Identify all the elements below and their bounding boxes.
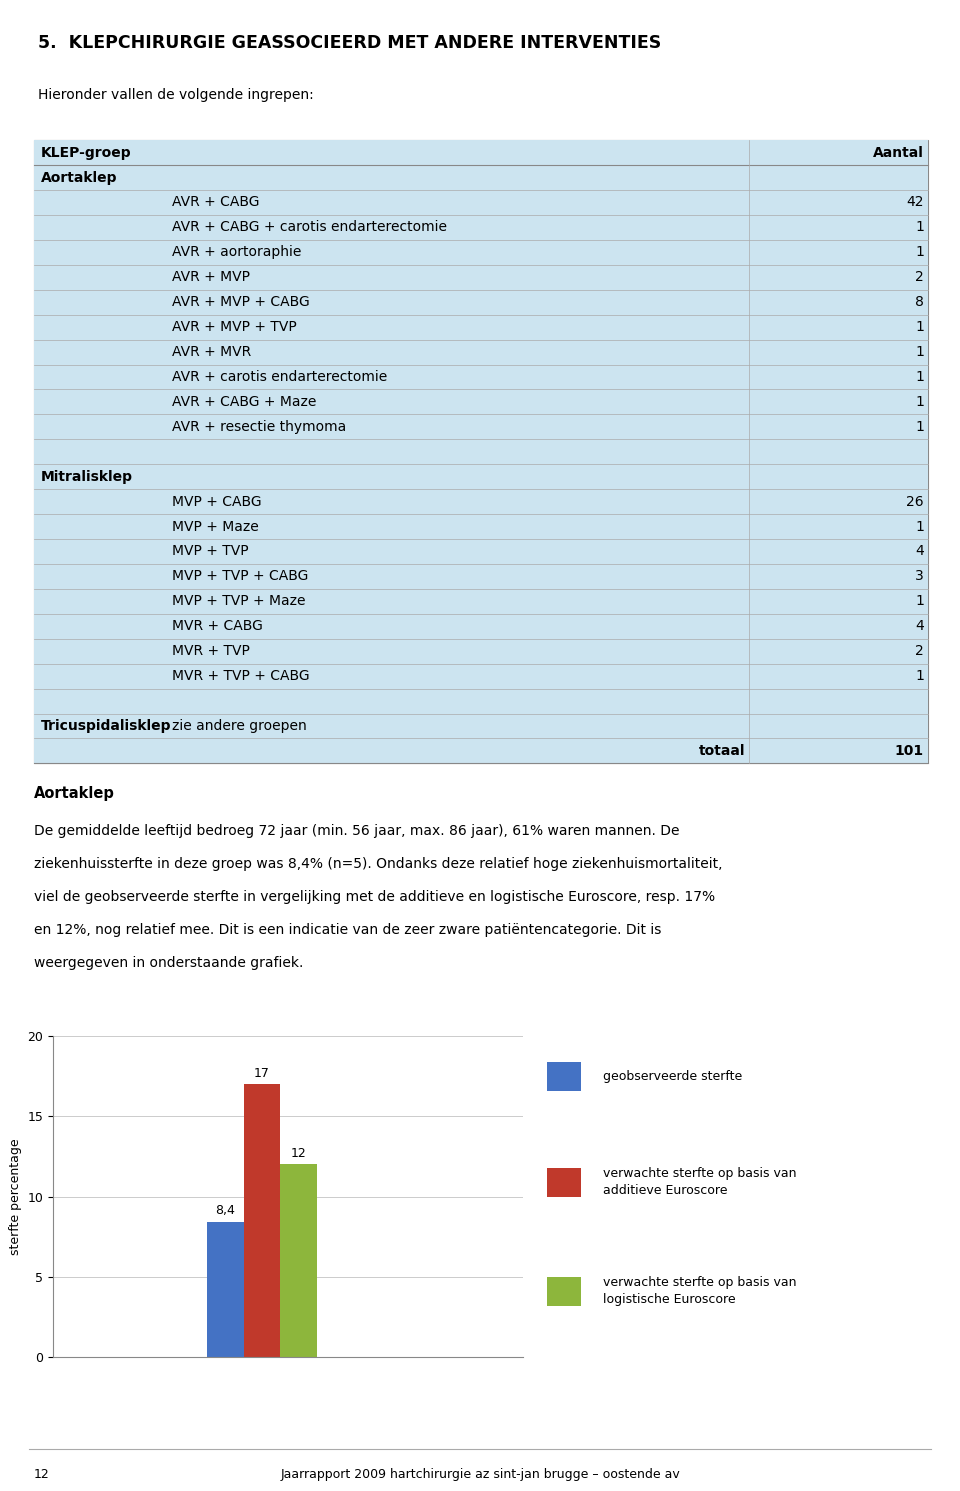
Text: MVP + TVP + Maze: MVP + TVP + Maze: [172, 595, 306, 608]
Bar: [34, 689, 928, 714]
Text: MVR + TVP: MVR + TVP: [172, 644, 251, 658]
Text: KLEP-groep: KLEP-groep: [40, 146, 132, 160]
Text: MVR + CABG: MVR + CABG: [172, 619, 263, 634]
Text: 2: 2: [915, 644, 924, 658]
Text: MVP + CABG: MVP + CABG: [172, 495, 262, 508]
Bar: [34, 140, 928, 166]
Bar: [547, 1167, 581, 1196]
Bar: [34, 540, 928, 564]
Text: Aantal: Aantal: [873, 146, 924, 160]
Bar: [34, 289, 928, 315]
Bar: [34, 738, 928, 763]
Text: Jaarrapport 2009 hartchirurgie az sint-jan brugge – oostende av: Jaarrapport 2009 hartchirurgie az sint-j…: [280, 1467, 680, 1481]
Bar: [34, 215, 928, 240]
Bar: [547, 1276, 581, 1306]
Text: 1: 1: [915, 395, 924, 409]
Text: weergegeven in onderstaande grafiek.: weergegeven in onderstaande grafiek.: [34, 956, 303, 971]
Text: 26: 26: [906, 495, 924, 508]
Bar: [34, 589, 928, 614]
Text: 1: 1: [915, 370, 924, 385]
Text: en 12%, nog relatief mee. Dit is een indicatie van de zeer zware patiëntencatego: en 12%, nog relatief mee. Dit is een ind…: [34, 923, 661, 936]
Bar: [34, 489, 928, 514]
Text: Aortaklep: Aortaklep: [34, 786, 114, 801]
Bar: [34, 364, 928, 389]
Text: 1: 1: [915, 420, 924, 434]
Bar: [34, 166, 928, 189]
Text: verwachte sterfte op basis van
logistische Euroscore: verwachte sterfte op basis van logistisc…: [603, 1276, 797, 1306]
Text: AVR + CABG + Maze: AVR + CABG + Maze: [172, 395, 317, 409]
Bar: [34, 514, 928, 540]
Text: AVR + CABG: AVR + CABG: [172, 195, 260, 209]
Text: AVR + MVP + CABG: AVR + MVP + CABG: [172, 295, 310, 309]
Text: 101: 101: [895, 744, 924, 757]
Text: ziekenhuissterfte in deze groep was 8,4% (n=5). Ondanks deze relatief hoge zieke: ziekenhuissterfte in deze groep was 8,4%…: [34, 857, 722, 871]
Bar: [34, 189, 928, 215]
Text: 12: 12: [291, 1147, 306, 1160]
Bar: [547, 1062, 581, 1091]
Text: 8: 8: [915, 295, 924, 309]
Text: Mitralisklep: Mitralisklep: [40, 470, 132, 483]
Text: 1: 1: [915, 669, 924, 683]
Text: AVR + MVR: AVR + MVR: [172, 344, 252, 359]
Bar: [34, 663, 928, 689]
Y-axis label: sterfte percentage: sterfte percentage: [9, 1138, 22, 1255]
Text: 4: 4: [915, 544, 924, 559]
Text: zie andere groepen: zie andere groepen: [172, 719, 307, 734]
Text: MVP + Maze: MVP + Maze: [172, 519, 259, 534]
Text: AVR + MVP: AVR + MVP: [172, 270, 251, 285]
Bar: [34, 564, 928, 589]
Text: AVR + resectie thymoma: AVR + resectie thymoma: [172, 420, 347, 434]
Text: AVR + MVP + TVP: AVR + MVP + TVP: [172, 321, 297, 334]
Text: AVR + aortoraphie: AVR + aortoraphie: [172, 246, 301, 259]
Text: 2: 2: [915, 270, 924, 285]
Text: 1: 1: [915, 344, 924, 359]
Bar: [34, 614, 928, 638]
Bar: [34, 315, 928, 340]
Text: 1: 1: [915, 519, 924, 534]
Text: 42: 42: [906, 195, 924, 209]
Text: 17: 17: [254, 1066, 270, 1079]
Text: totaal: totaal: [699, 744, 745, 757]
Text: 1: 1: [915, 246, 924, 259]
Text: 5.  KLEPCHIRURGIE GEASSOCIEERD MET ANDERE INTERVENTIES: 5. KLEPCHIRURGIE GEASSOCIEERD MET ANDERE…: [38, 34, 661, 52]
Bar: [34, 389, 928, 414]
Bar: [34, 714, 928, 738]
Bar: [207, 1223, 244, 1357]
Bar: [34, 414, 928, 440]
Text: viel de geobserveerde sterfte in vergelijking met de additieve en logistische Eu: viel de geobserveerde sterfte in vergeli…: [34, 890, 715, 904]
Text: Hieronder vallen de volgende ingrepen:: Hieronder vallen de volgende ingrepen:: [38, 88, 314, 103]
Text: 1: 1: [915, 321, 924, 334]
Text: AVR + carotis endarterectomie: AVR + carotis endarterectomie: [172, 370, 388, 385]
Text: 8,4: 8,4: [215, 1205, 235, 1217]
Text: MVP + TVP: MVP + TVP: [172, 544, 249, 559]
Text: 1: 1: [915, 221, 924, 234]
Bar: [34, 638, 928, 663]
Text: geobserveerde sterfte: geobserveerde sterfte: [603, 1071, 743, 1082]
Bar: [280, 1164, 317, 1357]
Text: Aortaklep: Aortaklep: [40, 170, 117, 185]
Text: 1: 1: [915, 595, 924, 608]
Text: 3: 3: [915, 570, 924, 583]
Text: AVR + CABG + carotis endarterectomie: AVR + CABG + carotis endarterectomie: [172, 221, 447, 234]
Text: De gemiddelde leeftijd bedroeg 72 jaar (min. 56 jaar, max. 86 jaar), 61% waren m: De gemiddelde leeftijd bedroeg 72 jaar (…: [34, 823, 679, 838]
Text: MVR + TVP + CABG: MVR + TVP + CABG: [172, 669, 310, 683]
Bar: [34, 265, 928, 289]
Bar: [34, 240, 928, 265]
Text: MVP + TVP + CABG: MVP + TVP + CABG: [172, 570, 309, 583]
Bar: [34, 340, 928, 364]
Text: 4: 4: [915, 619, 924, 634]
Bar: [244, 1084, 280, 1357]
Text: 12: 12: [34, 1467, 49, 1481]
Text: Tricuspidalisklep: Tricuspidalisklep: [40, 719, 171, 734]
Bar: [34, 464, 928, 489]
Text: verwachte sterfte op basis van
additieve Euroscore: verwachte sterfte op basis van additieve…: [603, 1167, 797, 1197]
Bar: [34, 440, 928, 464]
